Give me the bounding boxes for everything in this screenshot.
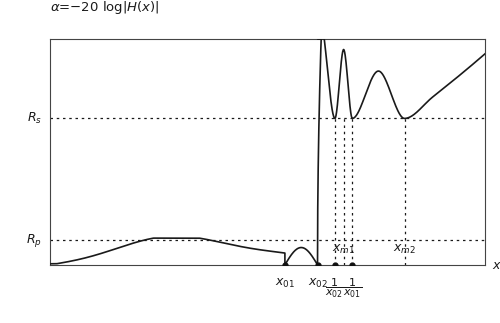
Text: $R_s$: $R_s$ [27,111,42,126]
Text: $\alpha$=−20 log|$H(x)$|: $\alpha$=−20 log|$H(x)$| [50,0,160,16]
Text: $x_{01}$: $x_{01}$ [275,277,295,290]
Text: $x_{02}$: $x_{02}$ [308,277,328,290]
Text: $x$: $x$ [492,259,500,272]
Text: $\dfrac{1}{x_{02}}$: $\dfrac{1}{x_{02}}$ [326,277,344,300]
Text: $R_p$: $R_p$ [26,232,42,249]
Text: $x_{m1}$: $x_{m1}$ [332,243,355,256]
Text: $x_{m2}$: $x_{m2}$ [393,243,416,256]
Text: $\dfrac{1}{x_{01}}$: $\dfrac{1}{x_{01}}$ [343,277,362,300]
